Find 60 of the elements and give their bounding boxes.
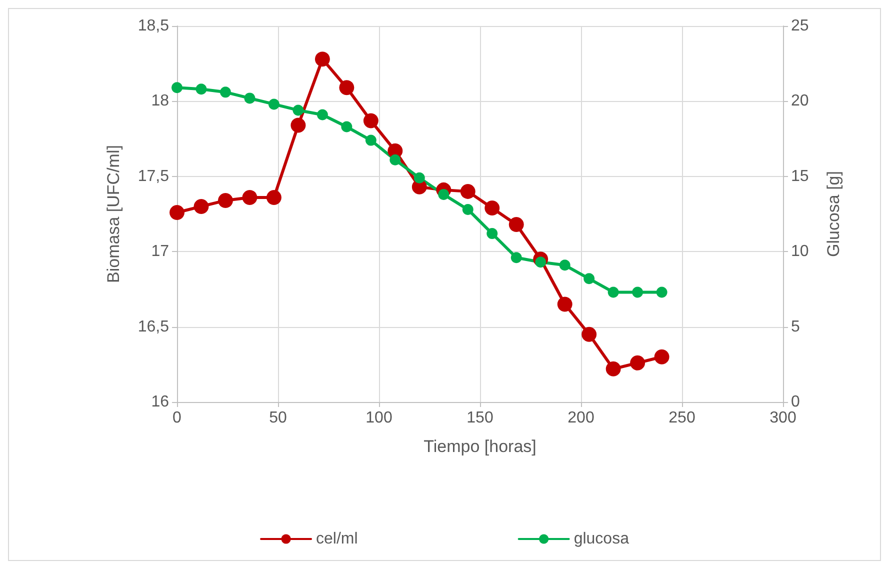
- x-tick-label: 50: [269, 410, 287, 426]
- point: [314, 52, 330, 67]
- point: [557, 296, 572, 312]
- y-tick-label: 16,5: [138, 318, 170, 336]
- point: [194, 198, 209, 214]
- point: [508, 217, 524, 232]
- point: [608, 286, 619, 298]
- point: [462, 204, 474, 215]
- point: [242, 190, 258, 205]
- y-tick-label: 17: [151, 243, 170, 260]
- y2-tick-label: 5: [791, 318, 800, 336]
- point: [196, 84, 207, 95]
- point: [268, 98, 280, 110]
- point: [170, 205, 184, 220]
- point: [559, 260, 570, 271]
- x-tick-label: 0: [172, 410, 182, 426]
- x-tick-label: 100: [366, 410, 392, 426]
- point: [266, 190, 282, 205]
- point: [363, 113, 378, 128]
- point: [292, 104, 304, 116]
- x-axis-title: Tiempo [horas]: [424, 437, 536, 456]
- point: [460, 184, 476, 199]
- y-tick-label: 18: [151, 92, 170, 110]
- point: [584, 273, 595, 284]
- point: [339, 80, 354, 96]
- y2-tick-label: 20: [791, 92, 809, 110]
- x-tick-label: 200: [568, 410, 594, 426]
- point: [632, 286, 644, 298]
- point: [654, 349, 670, 364]
- point: [582, 326, 597, 342]
- point: [486, 228, 498, 240]
- legend-label: glucosa: [574, 530, 630, 548]
- point: [172, 82, 182, 94]
- point: [510, 252, 522, 264]
- point: [656, 286, 668, 298]
- y-tick-label: 17,5: [138, 168, 170, 185]
- point: [414, 172, 425, 184]
- point: [390, 154, 401, 166]
- x-tick-label: 300: [770, 410, 796, 426]
- x-tick-label: 150: [466, 410, 494, 426]
- y2-axis-title: Glucosa [g]: [824, 171, 843, 257]
- point: [630, 355, 646, 370]
- x-tick-label: 250: [668, 410, 696, 426]
- point: [290, 118, 306, 133]
- point: [244, 92, 256, 104]
- y2-tick-label: 10: [791, 243, 809, 260]
- y-tick-label: 16: [151, 394, 170, 410]
- y2-tick-label: 15: [791, 168, 809, 185]
- point: [606, 361, 621, 376]
- point: [341, 121, 352, 132]
- point: [484, 200, 500, 216]
- point: [365, 134, 376, 146]
- point: [220, 86, 231, 98]
- legend-label: cel/ml: [316, 530, 358, 548]
- y-tick-label: 18,5: [138, 18, 170, 34]
- point: [316, 109, 328, 120]
- y2-tick-label: 25: [791, 18, 809, 34]
- y2-tick-label: 0: [791, 394, 800, 410]
- y-axis-title: Biomasa [UFC/ml]: [104, 145, 123, 283]
- point: [218, 192, 233, 208]
